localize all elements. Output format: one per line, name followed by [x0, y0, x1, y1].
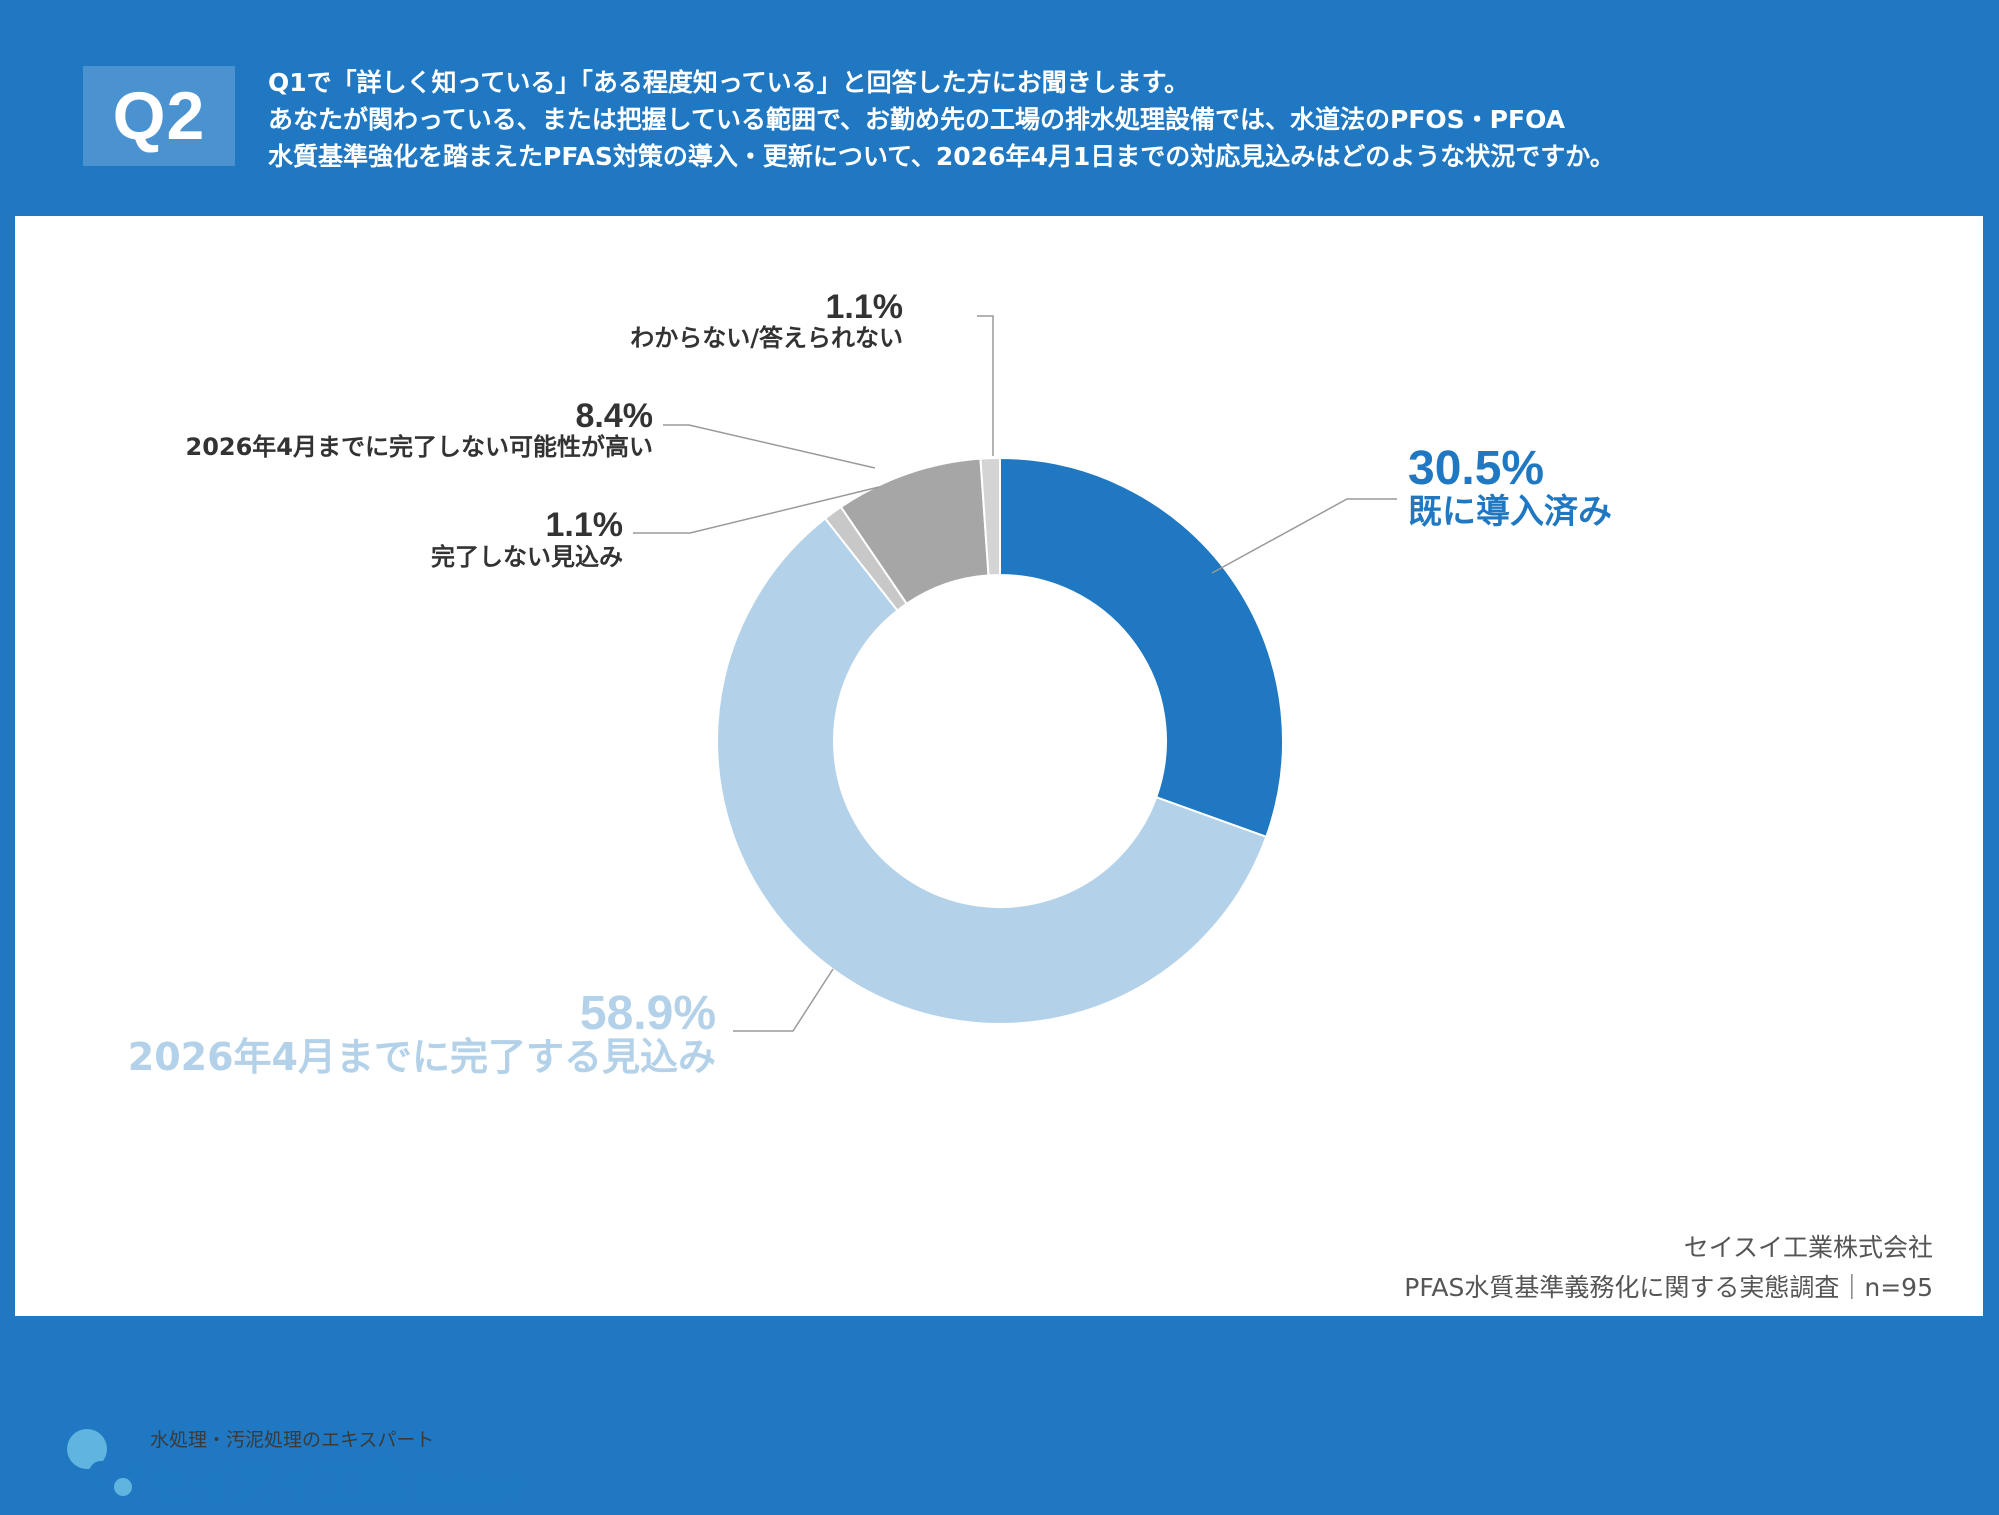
- leader-line: [633, 486, 880, 534]
- data-label-value: 1.1%: [826, 288, 904, 326]
- data-label-value: 30.5%: [1408, 442, 1544, 495]
- data-label-category: 完了しない見込み: [431, 543, 623, 571]
- data-label-value: 58.9%: [580, 987, 716, 1040]
- data-label-category: 2026年4月までに完了しない可能性が高い: [186, 433, 654, 461]
- chart-panel: 30.5% 既に導入済み 58.9% 2026年4月までに完了する見込み 1.1% 完了し…: [15, 216, 1983, 1511]
- donut-slice: [979, 456, 1001, 577]
- data-label-category: 既に導入済み: [1408, 492, 1612, 532]
- leader-line: [733, 968, 834, 1032]
- source-credit: セイスイ工業株式会社 PFAS水質基準義務化に関する実態調査｜n=95: [1404, 1228, 1933, 1308]
- brand-tagline: 水処理・汚泥処理のエキスパート: [150, 1429, 435, 1451]
- data-label-value: 1.1%: [546, 506, 624, 544]
- question-badge: Q2: [83, 66, 235, 166]
- brand-name-suffix: 株式会社: [415, 1476, 523, 1507]
- data-label-category: 2026年4月までに完了する見込み: [128, 1035, 716, 1079]
- source-company: セイスイ工業株式会社: [1683, 1233, 1933, 1262]
- water-drop-logo-icon: [67, 1429, 140, 1496]
- brand-name: セイスイ工業: [148, 1461, 405, 1511]
- donut-chart: 30.5%既に導入済み58.9%2026年4月までに完了する見込み1.1%完了し…: [128, 288, 1612, 1079]
- data-label-category: わからない/答えられない: [630, 324, 903, 352]
- source-survey: PFAS水質基準義務化に関する実態調査｜n=95: [1404, 1273, 1933, 1302]
- leader-line: [977, 315, 994, 456]
- question-text: Q1で「詳しく知っている」「ある程度知っている」と回答した方にお聞きします。 あ…: [268, 64, 1968, 175]
- question-line-3: 水質基準強化を踏まえたPFAS対策の導入・更新について、2026年4月1日までの…: [268, 142, 1615, 171]
- donut-slice: [999, 456, 1285, 839]
- brand-logo: 水処理・汚泥処理のエキスパート セイスイ工業 株式会社: [65, 1421, 625, 1511]
- leader-line: [1211, 498, 1397, 574]
- question-line-2: あなたが関わっている、または把握している範囲で、お勤め先の工場の排水処理設備では…: [268, 105, 1565, 134]
- question-line-1: Q1で「詳しく知っている」「ある程度知っている」と回答した方にお聞きします。: [268, 68, 1190, 97]
- donut-slice: [716, 517, 1268, 1025]
- leader-line: [663, 424, 876, 469]
- data-label-value: 8.4%: [576, 397, 654, 435]
